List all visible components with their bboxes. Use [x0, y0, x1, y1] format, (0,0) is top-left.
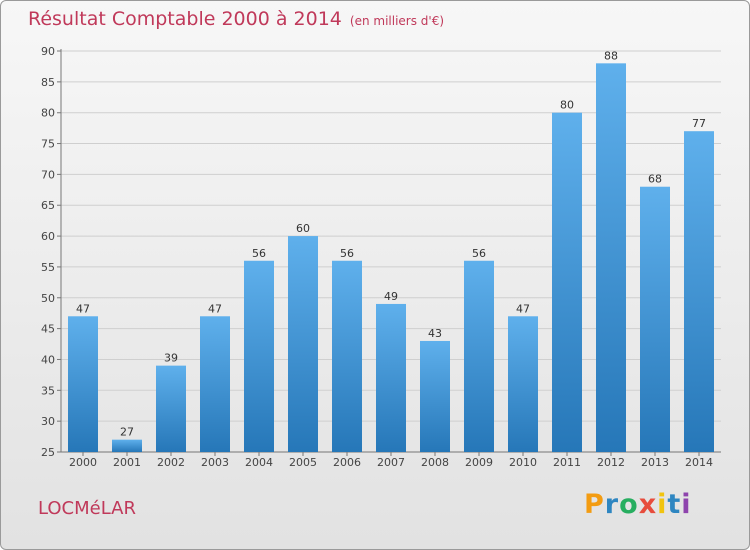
- logo-letter: t: [667, 489, 682, 520]
- data-label: 77: [692, 117, 706, 130]
- logo-letter: P: [584, 489, 605, 520]
- data-label: 27: [120, 426, 134, 439]
- data-label: 39: [164, 352, 178, 365]
- x-tick-label: 2014: [685, 456, 713, 469]
- logo-letter: x: [638, 489, 658, 520]
- bar: [684, 131, 714, 452]
- bar: [112, 439, 142, 452]
- x-tick-label: 2001: [113, 456, 141, 469]
- x-tick-label: 2006: [333, 456, 361, 469]
- bar: [376, 303, 406, 452]
- logo-letter: i: [681, 489, 692, 520]
- proxiti-logo: Proxiti: [584, 489, 692, 520]
- y-tick-label: 30: [41, 415, 55, 428]
- y-tick-label: 65: [41, 199, 55, 212]
- x-tick-label: 2008: [421, 456, 449, 469]
- y-tick-label: 50: [41, 292, 55, 305]
- data-label: 47: [516, 302, 530, 315]
- data-label: 68: [648, 173, 662, 186]
- logo-letter: i: [657, 489, 668, 520]
- data-label: 49: [384, 290, 398, 303]
- chart-title: Résultat Comptable 2000 à 2014 (en millie…: [28, 8, 444, 30]
- label-layer: 2000 47 2001 27 2002 39 2003 47 2004 56 2005 60 2006…: [69, 49, 713, 469]
- y-tick-label: 25: [41, 446, 55, 459]
- x-tick-label: 2011: [553, 456, 581, 469]
- bar: [420, 340, 450, 452]
- bar: [156, 365, 186, 452]
- y-tick-label: 55: [41, 261, 55, 274]
- x-tick-label: 2012: [597, 456, 625, 469]
- data-label: 60: [296, 222, 310, 235]
- bar: [288, 236, 318, 452]
- bar: [508, 316, 538, 452]
- bar: [552, 112, 582, 452]
- x-tick-label: 2005: [289, 456, 317, 469]
- bar: [68, 316, 98, 452]
- y-tick-label: 35: [41, 384, 55, 397]
- y-tick-label: 60: [41, 230, 55, 243]
- data-label: 47: [76, 302, 90, 315]
- x-tick-label: 2013: [641, 456, 669, 469]
- bar: [244, 260, 274, 452]
- x-tick-label: 2010: [509, 456, 537, 469]
- y-tick-label: 40: [41, 353, 55, 366]
- x-tick-label: 2009: [465, 456, 493, 469]
- data-label: 56: [252, 247, 266, 260]
- bar: [200, 316, 230, 452]
- y-tick-label: 75: [41, 138, 55, 151]
- x-tick-label: 2007: [377, 456, 405, 469]
- x-tick-label: 2000: [69, 456, 97, 469]
- data-label: 47: [208, 302, 222, 315]
- logo-letter: r: [604, 489, 620, 520]
- y-tick-label: 45: [41, 323, 55, 336]
- y-tick-label: 80: [41, 107, 55, 120]
- y-tick-label: 90: [41, 45, 55, 58]
- x-tick-label: 2003: [201, 456, 229, 469]
- x-tick-label: 2004: [245, 456, 273, 469]
- x-tick-label: 2002: [157, 456, 185, 469]
- bar: [640, 186, 670, 452]
- data-label: 88: [604, 49, 618, 62]
- y-tick-label: 85: [41, 76, 55, 89]
- town-name: LOCMéLAR: [38, 498, 136, 519]
- bar: [596, 63, 626, 452]
- data-label: 43: [428, 327, 442, 340]
- title-text: Résultat Comptable 2000 à 2014: [28, 8, 342, 30]
- data-label: 56: [472, 247, 486, 260]
- bar: [464, 260, 494, 452]
- data-label: 56: [340, 247, 354, 260]
- data-label: 80: [560, 99, 574, 112]
- bar-layer: [68, 63, 714, 452]
- y-tick-label: 70: [41, 168, 55, 181]
- bar: [332, 260, 362, 452]
- chart-subtitle: (en milliers d'€): [349, 14, 445, 28]
- logo-letter: o: [619, 489, 639, 520]
